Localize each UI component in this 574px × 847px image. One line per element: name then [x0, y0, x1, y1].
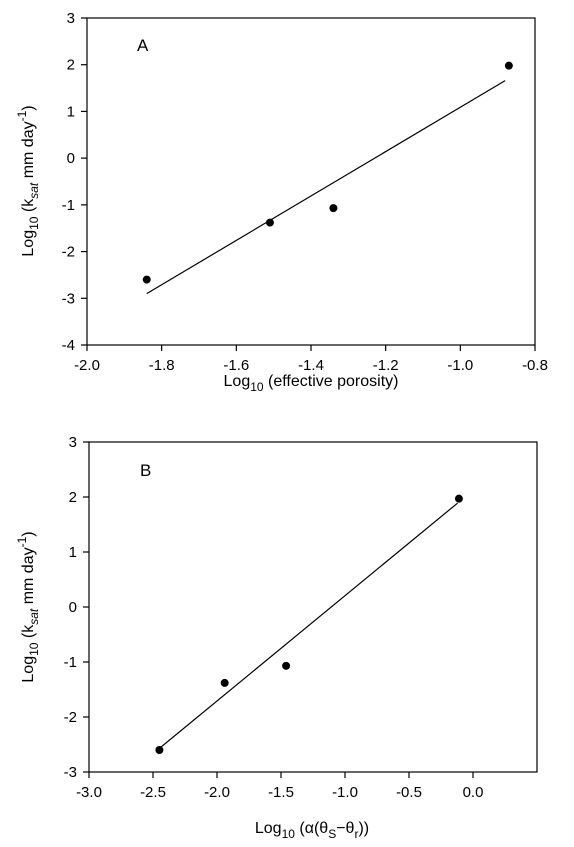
panel-b-x-tick-label: 0.0	[463, 784, 484, 801]
panel-b-x-axis: -3.0 -2.5 -2.0 -1.5 -1.0 -0.5 0.0	[76, 772, 483, 801]
panel-a-x-tick-label: -0.8	[522, 357, 548, 374]
panel-a-data-point	[504, 61, 513, 70]
panel-a-x-tick-label: -1.4	[298, 357, 324, 374]
panel-b-data-point	[454, 494, 463, 503]
panel-a-data-point	[265, 218, 274, 227]
panel-b-y-tick-label: 0	[69, 599, 77, 616]
panel-a-y-axis-title: Log10 (ksat mm day-1)	[15, 105, 41, 256]
panel-b-x-tick-label: -2.5	[140, 784, 166, 801]
panel-a-x-tick-label: -2.0	[74, 357, 100, 374]
panel-a-x-axis-title: Log10 (effective porosity)	[224, 373, 399, 394]
panel-b-points	[155, 494, 463, 754]
panel-a-data-point	[142, 275, 151, 284]
panel-a-x-tick-label: -1.8	[149, 357, 175, 374]
panel-b-y-axis: -3 -2 -1 0 1 2 3	[64, 434, 89, 781]
panel-a-y-axis: -4 -3 -2 -1 0 1 2 3	[62, 10, 87, 354]
panel-a-y-tick-label: 1	[67, 103, 75, 120]
panel-a-y-tick-label: -1	[62, 197, 75, 214]
panel-a-x-axis: -2.0 -1.8 -1.6 -1.4 -1.2 -1.0 -0.8	[74, 345, 548, 374]
panel-b-data-point	[155, 746, 164, 754]
panel-a-points	[142, 61, 513, 284]
panel-b-y-tick-label: 3	[69, 434, 77, 451]
panel-a-y-tick-label: 2	[67, 57, 75, 74]
panel-a-plot-frame	[86, 17, 536, 346]
panel-b-y-axis-title: Log10 (ksat mm day-1)	[15, 531, 41, 682]
panel-a-x-tick-label: -1.2	[373, 357, 399, 374]
panel-b-y-tick-label: -2	[64, 709, 77, 726]
panel-a-label: A	[137, 36, 149, 55]
panel-b-data-point	[282, 661, 291, 670]
panel-a-y-tick-label: -3	[62, 290, 75, 307]
panel-a-x-tick-label: -1.6	[223, 357, 249, 374]
panel-b-plot-frame	[88, 441, 538, 773]
panel-a-fit-line	[146, 80, 506, 295]
panel-b-x-axis-title: Log10 (α(θS−θr))	[255, 820, 369, 841]
panel-a-y-tick-label: -4	[62, 337, 75, 354]
panel-a-data-point	[329, 204, 338, 213]
panel-b-x-tick-label: -1.0	[332, 784, 358, 801]
panel-b-y-tick-label: 2	[69, 489, 77, 506]
panel-b-data-point	[220, 678, 229, 687]
panel-b: -3.0 -2.5 -2.0 -1.5 -1.0 -0.5 0.0 -3 -2 -1 0 1 2 3 B…	[15, 434, 538, 841]
panel-a-y-tick-label: -2	[62, 244, 75, 261]
panel-b-y-tick-label: -3	[64, 764, 77, 781]
panel-a-x-tick-label: -1.0	[447, 357, 473, 374]
panel-b-x-tick-label: -2.0	[204, 784, 230, 801]
panel-a-y-tick-label: 3	[67, 10, 75, 27]
panel-b-fit-line	[159, 502, 459, 749]
panel-b-label: B	[140, 461, 151, 480]
panel-b-x-tick-label: -0.5	[396, 784, 422, 801]
panel-a: -2.0 -1.8 -1.6 -1.4 -1.2 -1.0 -0.8 -4 -3 -2 -1 0 1 2…	[15, 10, 548, 394]
panel-b-x-tick-label: -3.0	[76, 784, 102, 801]
panel-b-y-tick-label: 1	[69, 544, 77, 561]
panel-b-y-tick-label: -1	[64, 654, 77, 671]
panel-b-x-tick-label: -1.5	[268, 784, 294, 801]
panel-a-y-tick-label: 0	[67, 150, 75, 167]
